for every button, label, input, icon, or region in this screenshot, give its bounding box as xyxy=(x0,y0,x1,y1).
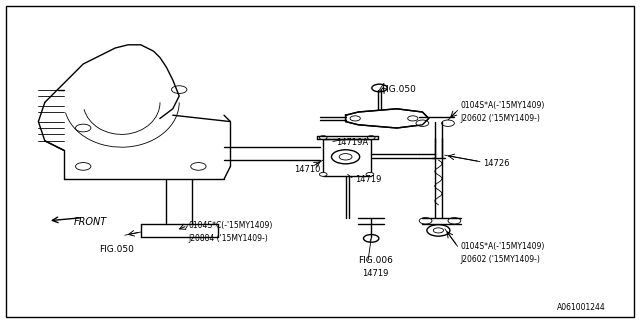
Bar xyxy=(323,139,371,176)
Circle shape xyxy=(172,86,187,93)
Text: FRONT: FRONT xyxy=(74,217,107,228)
Text: 0104S*A(-'15MY1409): 0104S*A(-'15MY1409) xyxy=(461,242,545,251)
Text: 0104S*A(-'15MY1409): 0104S*A(-'15MY1409) xyxy=(461,101,545,110)
Circle shape xyxy=(367,136,375,140)
Circle shape xyxy=(319,172,327,176)
Text: FIG.006: FIG.006 xyxy=(358,256,393,265)
Circle shape xyxy=(76,124,91,132)
Circle shape xyxy=(448,218,461,224)
Circle shape xyxy=(416,120,429,126)
Polygon shape xyxy=(346,109,429,128)
Circle shape xyxy=(364,235,379,242)
Text: J20602 ('15MY1409-): J20602 ('15MY1409-) xyxy=(461,114,541,123)
Circle shape xyxy=(366,172,374,176)
Circle shape xyxy=(433,228,444,233)
Circle shape xyxy=(76,163,91,170)
Text: 14719: 14719 xyxy=(362,269,388,278)
Circle shape xyxy=(350,116,360,121)
Text: A061001244: A061001244 xyxy=(557,303,605,312)
Text: 14710: 14710 xyxy=(294,165,321,174)
Circle shape xyxy=(419,218,432,224)
Circle shape xyxy=(442,120,454,126)
Text: FIG.050: FIG.050 xyxy=(99,245,134,254)
Circle shape xyxy=(427,225,450,236)
Text: 14719: 14719 xyxy=(355,175,381,184)
Text: J20602 ('15MY1409-): J20602 ('15MY1409-) xyxy=(461,255,541,264)
Circle shape xyxy=(332,150,360,164)
Text: J20884 ('15MY1409-): J20884 ('15MY1409-) xyxy=(189,234,269,243)
Circle shape xyxy=(191,163,206,170)
Circle shape xyxy=(372,84,387,92)
Circle shape xyxy=(408,116,418,121)
Text: 14726: 14726 xyxy=(483,159,509,168)
Circle shape xyxy=(339,154,352,160)
Text: 14719A: 14719A xyxy=(336,138,368,147)
Text: FIG.050: FIG.050 xyxy=(381,85,415,94)
Text: 0104S*C(-'15MY1409): 0104S*C(-'15MY1409) xyxy=(189,221,273,230)
Circle shape xyxy=(319,136,327,140)
